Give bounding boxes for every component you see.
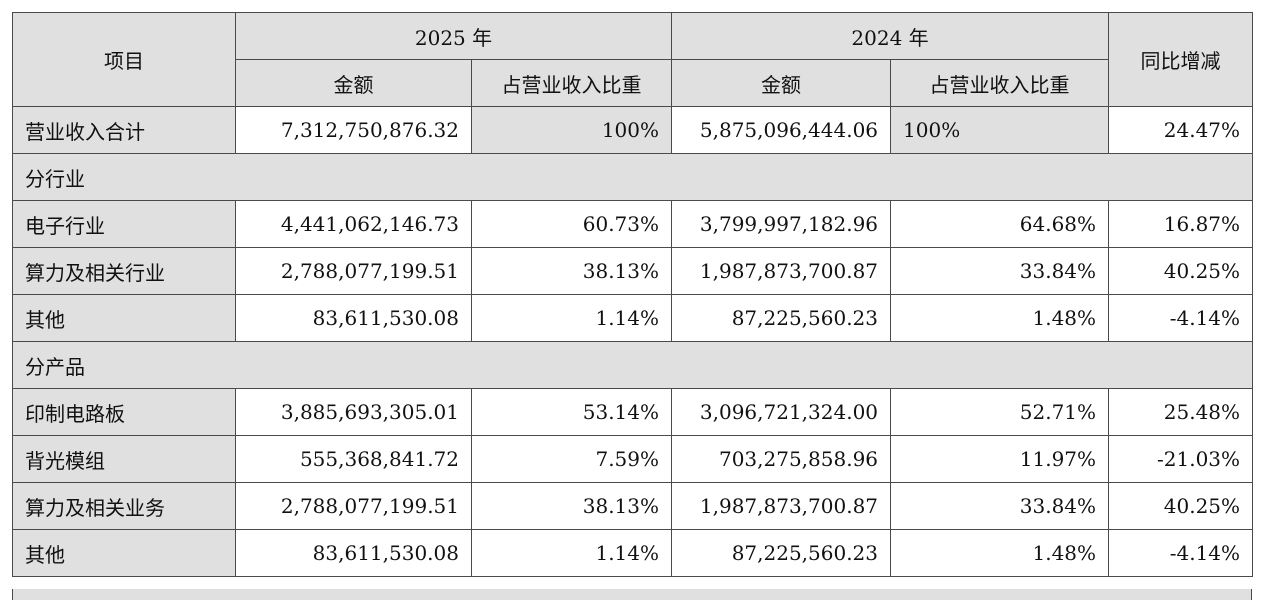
amount-2024: 3,799,997,182.96 xyxy=(671,200,892,248)
ratio-2024: 64.68% xyxy=(890,200,1110,248)
yoy-change: -21.03% xyxy=(1108,435,1254,483)
header-ratio-2024: 占营业收入比重 xyxy=(890,59,1110,107)
total-ratio-2025: 100% xyxy=(470,106,673,154)
ratio-2025: 38.13% xyxy=(470,247,673,295)
amount-2024: 87,225,560.23 xyxy=(671,294,892,342)
section-row-product: 分产品 xyxy=(11,341,1254,389)
section-row-industry: 分行业 xyxy=(11,153,1254,201)
ratio-2025: 1.14% xyxy=(470,294,673,342)
amount-2024: 1,987,873,700.87 xyxy=(671,247,892,295)
total-row: 营业收入合计 7,312,750,876.32 100% 5,875,096,4… xyxy=(12,106,1254,154)
total-amount-2024: 5,875,096,444.06 xyxy=(671,106,892,154)
ratio-2025: 7.59% xyxy=(470,435,673,483)
yoy-change: -4.14% xyxy=(1108,294,1254,342)
header-item: 项目 xyxy=(12,12,236,107)
revenue-table: 项目 2025 年 2024 年 同比增减 金额 占营业收入比重 金额 占营业收… xyxy=(11,12,1254,577)
total-ratio-2024: 100% xyxy=(890,106,1110,154)
row-label: 其他 xyxy=(12,529,236,577)
ratio-2024: 11.97% xyxy=(890,435,1110,483)
amount-2025: 83,611,530.08 xyxy=(235,294,472,342)
amount-2024: 703,275,858.96 xyxy=(671,435,892,483)
yoy-change: -4.14% xyxy=(1108,529,1254,577)
row-label: 算力及相关行业 xyxy=(12,247,236,295)
revenue-table-container: 项目 2025 年 2024 年 同比增减 金额 占营业收入比重 金额 占营业收… xyxy=(11,12,1254,577)
total-amount-2025: 7,312,750,876.32 xyxy=(235,106,472,154)
section-industry-label: 分行业 xyxy=(11,153,1254,201)
yoy-change: 40.25% xyxy=(1108,482,1254,530)
ratio-2024: 1.48% xyxy=(890,529,1110,577)
section-product-label: 分产品 xyxy=(11,341,1254,389)
table-row: 算力及相关业务 2,788,077,199.51 38.13% 1,987,87… xyxy=(12,482,1254,530)
ratio-2025: 53.14% xyxy=(470,388,673,436)
amount-2024: 1,987,873,700.87 xyxy=(671,482,892,530)
table-row: 其他 83,611,530.08 1.14% 87,225,560.23 1.4… xyxy=(12,294,1254,342)
header-year-2024: 2024 年 xyxy=(671,12,1110,60)
total-label: 营业收入合计 xyxy=(12,106,236,154)
amount-2025: 3,885,693,305.01 xyxy=(235,388,472,436)
ratio-2024: 52.71% xyxy=(890,388,1110,436)
row-label: 算力及相关业务 xyxy=(12,482,236,530)
ratio-2024: 33.84% xyxy=(890,247,1110,295)
ratio-2024: 33.84% xyxy=(890,482,1110,530)
yoy-change: 16.87% xyxy=(1108,200,1254,248)
ratio-2025: 60.73% xyxy=(470,200,673,248)
row-label: 电子行业 xyxy=(12,200,236,248)
next-section-strip xyxy=(12,589,1252,600)
yoy-change: 25.48% xyxy=(1108,388,1254,436)
header-row-subcolumns: 金额 占营业收入比重 金额 占营业收入比重 xyxy=(13,59,1253,107)
table-row: 其他 83,611,530.08 1.14% 87,225,560.23 1.4… xyxy=(12,529,1254,577)
table-row: 背光模组 555,368,841.72 7.59% 703,275,858.96… xyxy=(12,435,1254,483)
header-amount-2025: 金额 xyxy=(235,59,472,107)
header-ratio-2025: 占营业收入比重 xyxy=(470,59,673,107)
row-label: 背光模组 xyxy=(12,435,236,483)
header-row-years: 项目 2025 年 2024 年 同比增减 xyxy=(12,12,1254,107)
table-row: 印制电路板 3,885,693,305.01 53.14% 3,096,721,… xyxy=(12,388,1254,436)
header-year-2025: 2025 年 xyxy=(234,12,673,60)
amount-2024: 3,096,721,324.00 xyxy=(671,388,892,436)
row-label: 印制电路板 xyxy=(12,388,236,436)
header-amount-2024: 金额 xyxy=(671,59,892,107)
table-row: 算力及相关行业 2,788,077,199.51 38.13% 1,987,87… xyxy=(12,247,1254,295)
table-row: 电子行业 4,441,062,146.73 60.73% 3,799,997,1… xyxy=(12,200,1254,248)
ratio-2024: 1.48% xyxy=(890,294,1110,342)
amount-2024: 87,225,560.23 xyxy=(671,529,892,577)
amount-2025: 555,368,841.72 xyxy=(235,435,472,483)
row-label: 其他 xyxy=(12,294,236,342)
header-yoy: 同比增减 xyxy=(1108,12,1254,107)
amount-2025: 2,788,077,199.51 xyxy=(235,247,472,295)
ratio-2025: 1.14% xyxy=(470,529,673,577)
total-yoy: 24.47% xyxy=(1108,106,1254,154)
yoy-change: 40.25% xyxy=(1108,247,1254,295)
ratio-2025: 38.13% xyxy=(470,482,673,530)
amount-2025: 4,441,062,146.73 xyxy=(235,200,472,248)
amount-2025: 2,788,077,199.51 xyxy=(235,482,472,530)
amount-2025: 83,611,530.08 xyxy=(235,529,472,577)
